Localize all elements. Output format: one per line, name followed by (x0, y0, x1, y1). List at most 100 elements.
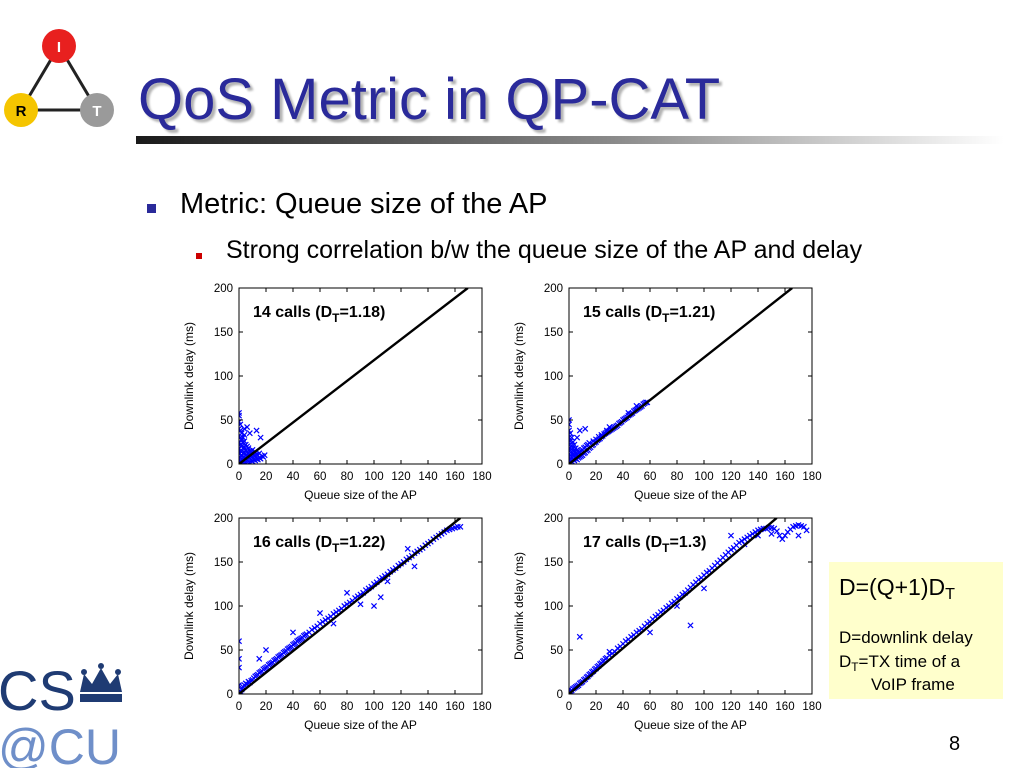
scatter-point (457, 523, 464, 530)
x-tick-label: 80 (671, 701, 684, 713)
x-tick-label: 180 (802, 701, 821, 713)
chart-panel-17-calls: 0 20 40 60 80 100 120 140 160 180 0 50 100 150 200 Queu… (508, 510, 838, 745)
cs-logo-line1: CS (0, 660, 76, 722)
scatter-point (241, 431, 248, 438)
y-tick-label: 200 (214, 513, 233, 525)
y-axis-label: Downlink delay (ms) (512, 552, 526, 660)
scatter-point (239, 409, 243, 416)
scatter-point (700, 585, 708, 592)
x-tick-label: 120 (721, 471, 740, 483)
scatter-point (303, 631, 310, 638)
scatter-point (311, 624, 318, 632)
x-axis-label: Queue size of the AP (634, 488, 747, 502)
panel-label: 17 calls (DT=1.3) (583, 534, 706, 555)
panel-label: 14 calls (DT=1.18) (253, 304, 385, 325)
x-tick-label: 160 (445, 471, 464, 483)
panel-label: 16 calls (DT=1.22) (253, 534, 385, 555)
scatter-point (319, 618, 326, 625)
fit-line (569, 518, 778, 694)
scatter-point (377, 594, 384, 601)
x-tick-label: 60 (644, 471, 657, 483)
x-tick-label: 80 (341, 701, 354, 713)
scatter-point (308, 626, 315, 633)
bullet-level2: Strong correlation b/w the queue size of… (226, 236, 863, 264)
y-tick-label: 100 (544, 371, 563, 383)
y-axis-label: Downlink delay (ms) (182, 322, 196, 430)
scatter-points (569, 522, 810, 694)
scatter-point (289, 629, 297, 636)
scatter-point (569, 434, 575, 441)
x-tick-label: 180 (802, 471, 821, 483)
fit-line (569, 288, 793, 464)
x-tick-label: 40 (617, 701, 630, 713)
scatter-point (744, 534, 751, 541)
x-tick-label: 160 (445, 701, 464, 713)
scatter-points (239, 523, 464, 694)
y-axis-label: Downlink delay (ms) (182, 552, 196, 660)
x-tick-label: 180 (472, 471, 491, 483)
scatter-point (736, 539, 743, 546)
panel-label: 15 calls (DT=1.21) (583, 304, 715, 325)
formula-box: D=(Q+1)DT D=downlink delay DT=TX time of… (829, 562, 1003, 699)
definition-dt-cont: VoIP frame (871, 675, 955, 694)
cs-logo-line2: @CU (0, 719, 121, 768)
page-number: 8 (949, 733, 961, 755)
x-tick-label: 20 (590, 471, 603, 483)
logo-letter-i: I (57, 39, 61, 56)
scatter-point (241, 438, 248, 445)
y-tick-label: 0 (227, 459, 233, 471)
scatter-point (239, 430, 245, 437)
sub-bullet-marker (196, 253, 202, 259)
y-tick-label: 0 (557, 689, 563, 701)
x-tick-label: 120 (391, 701, 410, 713)
scatter-point (246, 430, 253, 437)
scatter-point (370, 602, 378, 610)
scatter-chart: 0 20 40 60 80 100 120 140 160 180 0 50 100 150 200 Queu… (182, 513, 492, 732)
scatter-point (322, 617, 329, 624)
scatter-point (261, 452, 268, 459)
x-tick-label: 40 (617, 471, 630, 483)
scatter-point (244, 424, 251, 431)
x-axis-label: Queue size of the AP (304, 718, 417, 732)
x-tick-label: 20 (260, 701, 273, 713)
x-tick-label: 80 (671, 471, 684, 483)
x-tick-label: 140 (748, 471, 767, 483)
x-tick-label: 140 (418, 701, 437, 713)
x-tick-label: 60 (644, 701, 657, 713)
y-tick-label: 50 (550, 645, 563, 657)
scatter-point (576, 633, 583, 640)
x-axis-label: Queue size of the AP (634, 718, 747, 732)
x-tick-label: 40 (287, 471, 300, 483)
y-tick-label: 150 (544, 557, 563, 569)
crown-icon (80, 663, 122, 702)
scatter-point (241, 425, 248, 432)
logo-letter-t: T (92, 103, 101, 120)
x-tick-label: 140 (418, 471, 437, 483)
scatter-point (795, 532, 802, 539)
y-tick-label: 150 (214, 557, 233, 569)
y-tick-label: 150 (544, 327, 563, 339)
scatter-point (582, 425, 589, 432)
scatter-point (606, 648, 613, 655)
iri-logo: I R T (4, 29, 114, 127)
scatter-point (404, 545, 411, 552)
scatter-point (803, 527, 810, 534)
x-tick-label: 80 (341, 471, 354, 483)
fit-line (239, 518, 462, 694)
scatter-chart: 0 20 40 60 80 100 120 140 160 180 0 50 100 150 200 Queu… (512, 513, 822, 732)
scatter-point (256, 655, 263, 662)
x-tick-label: 60 (314, 701, 327, 713)
scatter-point (741, 536, 748, 543)
x-tick-label: 160 (775, 701, 794, 713)
scatter-point (330, 610, 337, 617)
scatter-point (239, 682, 243, 689)
scatter-point (257, 434, 264, 441)
chart-panel-14-calls: 0 20 40 60 80 100 120 140 160 180 0 50 100 150 200 Queu… (178, 280, 508, 515)
scatter-point (316, 610, 324, 617)
y-tick-label: 0 (557, 459, 563, 471)
definition-d: D=downlink delay (839, 628, 973, 647)
scatter-point (343, 589, 351, 596)
scatter-point (768, 530, 775, 537)
y-tick-label: 50 (220, 645, 233, 657)
scatter-point (574, 434, 581, 441)
